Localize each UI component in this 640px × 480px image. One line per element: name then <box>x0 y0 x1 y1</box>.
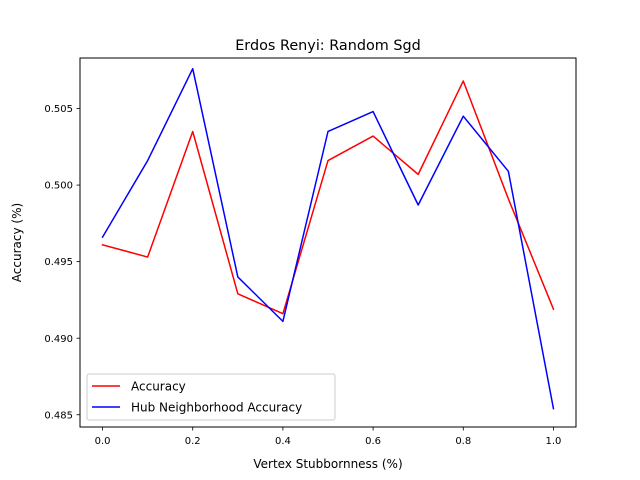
x-tick-label: 0.8 <box>455 436 471 447</box>
series-line-hub-neighborhood-accuracy <box>101 67 555 410</box>
legend-label-hub-neighborhood-accuracy: Hub Neighborhood Accuracy <box>131 401 302 415</box>
legend-frame <box>86 373 336 421</box>
y-tick-label: 0.495 <box>44 257 73 268</box>
y-tick-label: 0.505 <box>44 104 73 115</box>
legend: Accuracy Hub Neighborhood Accuracy <box>86 373 336 421</box>
x-tick-label: 0.4 <box>275 436 291 447</box>
plot-area-frame <box>79 57 577 428</box>
x-axis-label: Vertex Stubbornness (%) <box>253 457 402 471</box>
tick-layer: 0.0 0.2 0.4 0.6 0.8 1.0 0.485 0.490 0.495 0.500 0.… <box>44 104 561 447</box>
x-tick-label: 1.0 <box>546 436 562 447</box>
y-tick-label: 0.490 <box>44 334 73 345</box>
data-layer <box>101 67 555 410</box>
x-tick-label: 0.6 <box>365 436 381 447</box>
x-tick-label: 0.0 <box>95 436 111 447</box>
series-line-accuracy <box>101 80 555 315</box>
y-tick-label: 0.500 <box>44 181 73 192</box>
y-tick-label: 0.485 <box>44 410 73 421</box>
chart-title: Erdos Renyi: Random Sgd <box>235 38 421 54</box>
y-axis-label: Accuracy (%) <box>10 203 24 282</box>
legend-label-accuracy: Accuracy <box>131 380 186 394</box>
x-tick-label: 0.2 <box>185 436 201 447</box>
